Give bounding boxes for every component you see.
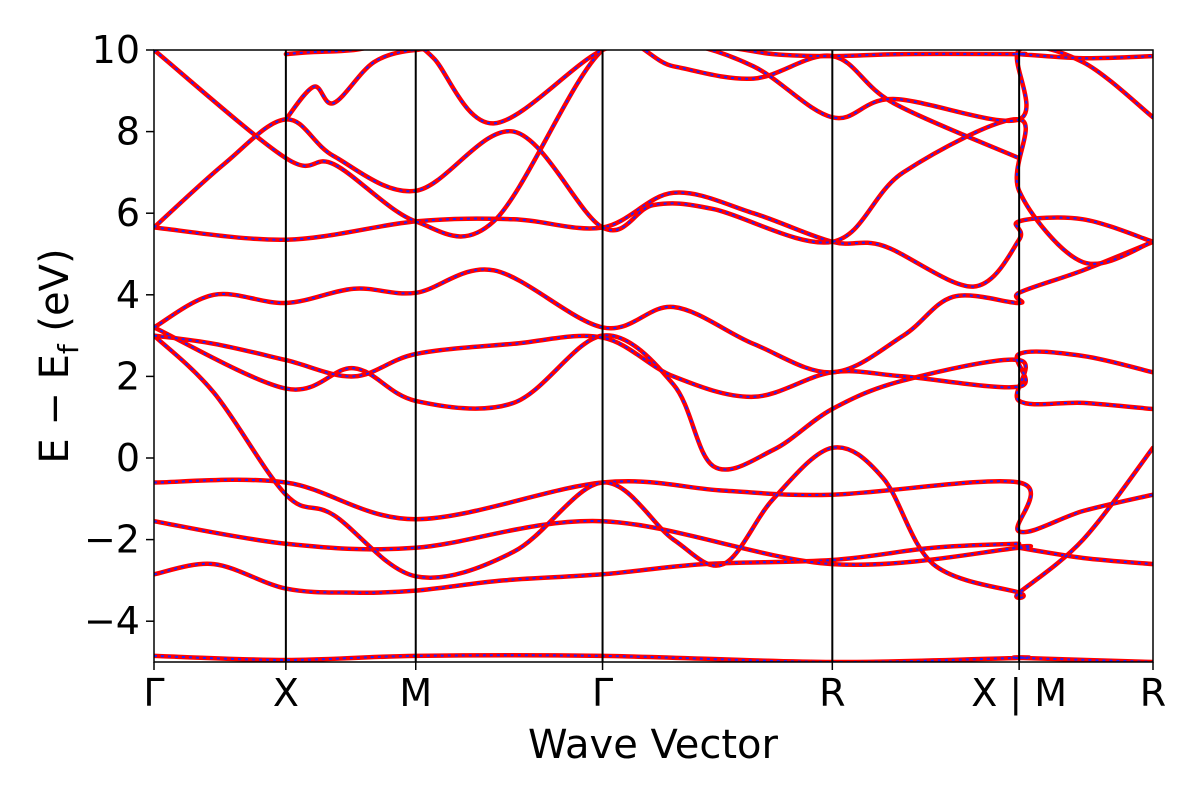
- y-tick-label-4: 2: [116, 354, 140, 398]
- y-tick-label-8: 10: [92, 28, 140, 72]
- y-axis-label: E − Ef (eV): [32, 248, 85, 463]
- x-tick-label-2: X: [273, 671, 299, 715]
- band-line-5: [154, 333, 1153, 601]
- x-tick-label-4: Γ: [592, 671, 613, 715]
- y-tick-label-6: 6: [116, 191, 140, 235]
- y-axis-ticks: −4 −2 0 2 4 6 8 10: [84, 28, 154, 643]
- y-axis-label-subscript: f: [52, 343, 85, 354]
- kpoint-divider-layer: [284, 50, 1021, 662]
- band-line-dashed-7: [154, 334, 1153, 398]
- x-tick-label-5: R: [819, 671, 845, 715]
- band-line-dashed-10: [154, 118, 1153, 265]
- plot-frame: [153, 49, 1154, 663]
- y-tick-label-2: −2: [84, 518, 140, 562]
- band-line-dashed-1: [154, 654, 1153, 662]
- band-line-dashed-12: [285, 50, 1153, 125]
- x-axis-ticks: Γ X M Γ R X | M R: [143, 662, 1166, 716]
- y-tick-label-1: −4: [84, 599, 140, 643]
- band-line-dashed-11: [154, 50, 1020, 238]
- y-tick-label-5: 4: [116, 273, 140, 317]
- bands-layer: [154, 50, 1153, 662]
- band-line-2: [154, 541, 1022, 595]
- y-axis-label-main: E − E: [32, 354, 78, 464]
- x-tick-label-3: M: [399, 671, 432, 715]
- band-line-dashed-4: [154, 478, 1153, 534]
- y-tick-label-3: 0: [116, 436, 140, 480]
- band-line-6: [154, 325, 1153, 472]
- band-line-dashed-9: [154, 191, 1153, 288]
- band-line-dashed-2: [154, 542, 1020, 594]
- band-line-dashed-6: [154, 326, 1153, 471]
- y-tick-label-7: 8: [116, 110, 140, 154]
- x-tick-label-7: R: [1140, 671, 1166, 715]
- band-line-11: [154, 50, 1022, 239]
- band-line-10: [154, 117, 1153, 267]
- band-line-8: [154, 239, 1153, 375]
- x-tick-label-1: Γ: [143, 671, 164, 715]
- y-axis-label-unit: (eV): [32, 248, 78, 344]
- x-tick-label-6: X | M: [971, 671, 1067, 716]
- x-axis-label: Wave Vector: [528, 722, 779, 768]
- band-line-dashed-5: [154, 334, 1153, 599]
- band-line-3: [154, 518, 1153, 567]
